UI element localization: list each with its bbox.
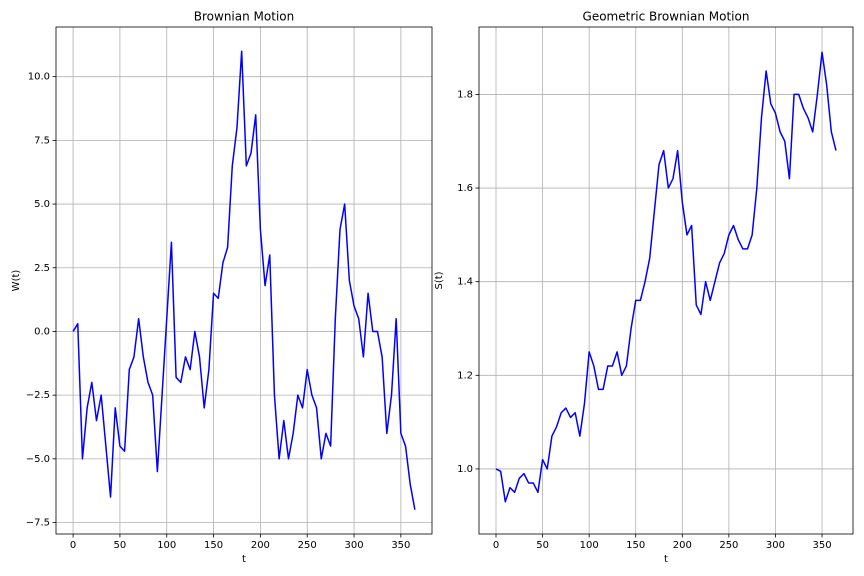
- axes-frame: [478, 26, 854, 535]
- chart-title: Brownian Motion: [194, 10, 294, 24]
- x-tick-label: 300: [344, 540, 363, 551]
- x-tick-label: 250: [719, 540, 738, 551]
- x-tick-label: 50: [114, 540, 127, 551]
- axes-frame: [55, 26, 433, 535]
- y-tick-label: −5.0: [26, 454, 50, 465]
- x-tick-label: 200: [673, 540, 692, 551]
- y-tick-label: 10.0: [28, 72, 50, 83]
- y-tick-label: −2.5: [26, 390, 50, 401]
- x-tick-label: 150: [626, 540, 645, 551]
- y-tick-label: 0.0: [34, 326, 50, 337]
- x-tick-label: 350: [391, 540, 410, 551]
- x-tick-label: 100: [157, 540, 176, 551]
- y-tick-label: 1.6: [457, 183, 473, 194]
- y-tick-label: 1.0: [457, 464, 473, 475]
- y-tick-label: 5.0: [34, 199, 50, 210]
- chart-title: Geometric Brownian Motion: [583, 10, 750, 24]
- x-tick-label: 0: [70, 540, 76, 551]
- data-line: [495, 51, 837, 503]
- y-tick-label: 1.4: [457, 277, 473, 288]
- x-tick-label: 200: [251, 540, 270, 551]
- x-tick-label: 0: [493, 540, 499, 551]
- x-tick-label: 250: [298, 540, 317, 551]
- y-axis-label: W(t): [11, 270, 22, 292]
- data-line: [72, 50, 416, 510]
- x-tick-label: 100: [580, 540, 599, 551]
- y-tick-label: 1.2: [457, 370, 473, 381]
- y-tick-label: 1.8: [457, 89, 473, 100]
- x-tick-label: 300: [766, 540, 785, 551]
- x-tick-label: 50: [536, 540, 549, 551]
- y-tick-label: 7.5: [34, 135, 50, 146]
- x-tick-label: 350: [812, 540, 831, 551]
- x-axis-label: t: [664, 554, 668, 565]
- y-axis-label: S(t): [434, 271, 445, 289]
- x-tick-label: 150: [204, 540, 223, 551]
- y-tick-label: −7.5: [26, 518, 50, 529]
- y-tick-label: 2.5: [34, 263, 50, 274]
- x-axis-label: t: [242, 554, 246, 565]
